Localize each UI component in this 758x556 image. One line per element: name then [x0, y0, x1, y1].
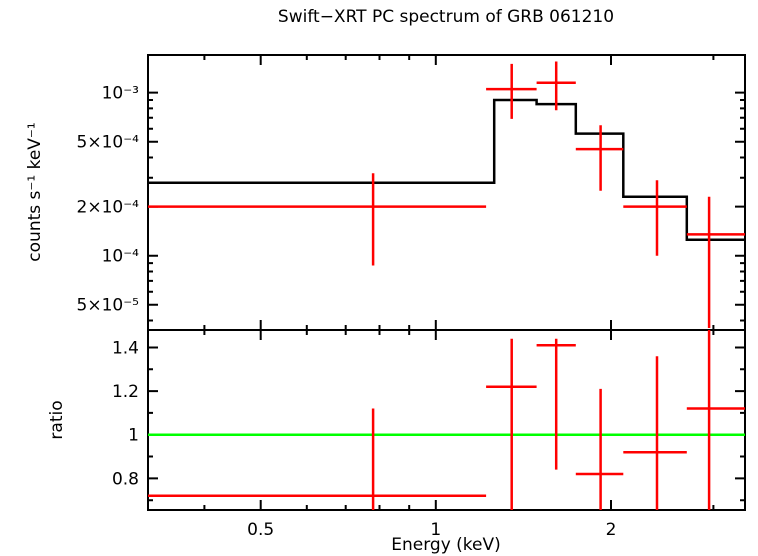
y-bottom-tick-label: 0.8 [112, 469, 139, 489]
x-axis-label: Energy (keV) [391, 535, 501, 555]
chart-title: Swift−XRT PC spectrum of GRB 061210 [278, 7, 614, 27]
plot-frame [147, 54, 746, 511]
y-bottom-tick-label: 1.2 [112, 382, 139, 402]
model-step-line [148, 98, 745, 242]
x-tick-label: 1 [430, 520, 441, 540]
y-top-tick-label: 2×10⁻⁴ [77, 198, 140, 218]
y-top-tick-label: 5×10⁻⁵ [77, 296, 139, 316]
spectrum-error-bars [148, 61, 745, 328]
y-bottom-tick-label: 1.4 [112, 339, 139, 359]
y-bottom-tick-label: 1 [128, 426, 139, 446]
ratio-error-bars [148, 330, 745, 510]
x-tick-label: 0.5 [247, 520, 274, 540]
y-top-tick-label: 10⁻⁴ [102, 247, 140, 267]
x-tick-label: 2 [606, 520, 617, 540]
plot-layers: 0.5 1 2 10⁻³ 5×10⁻⁴ 2×10⁻⁴ 10⁻⁴ 5×10⁻⁵ 0.8 1 1.2 1.… [77, 54, 746, 540]
y-axis-label-ratio: ratio [47, 400, 67, 439]
y-top-tick-label: 10⁻³ [102, 84, 139, 104]
y-axis-label-counts: counts s⁻¹ keV⁻¹ [25, 122, 45, 261]
y-top-tick-label: 5×10⁻⁴ [77, 133, 140, 153]
axis-ticks [148, 55, 745, 510]
